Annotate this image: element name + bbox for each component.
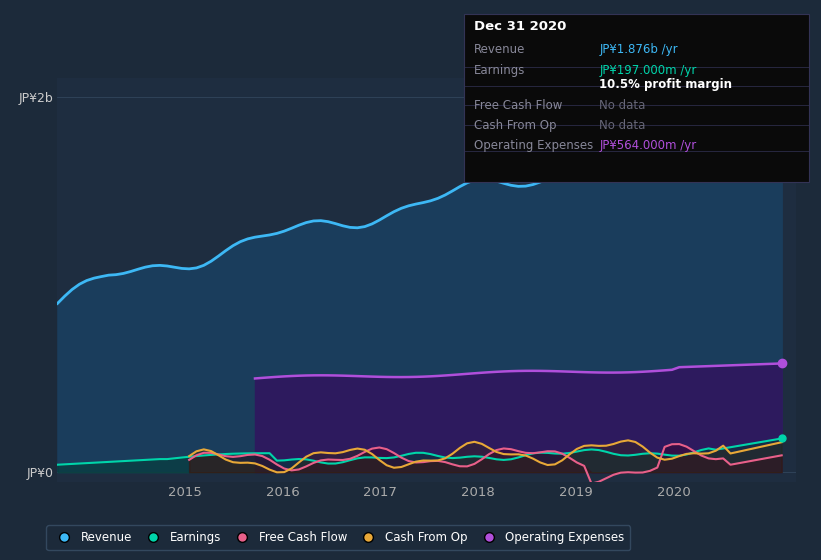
Text: Free Cash Flow: Free Cash Flow: [474, 99, 562, 112]
Text: Revenue: Revenue: [474, 43, 525, 56]
Text: JP¥1.876b /yr: JP¥1.876b /yr: [599, 43, 678, 56]
Text: Cash From Op: Cash From Op: [474, 119, 556, 132]
Text: 10.5% profit margin: 10.5% profit margin: [599, 78, 732, 91]
Text: Dec 31 2020: Dec 31 2020: [474, 20, 566, 32]
Text: No data: No data: [599, 119, 645, 132]
Text: Earnings: Earnings: [474, 64, 525, 77]
Text: JP¥564.000m /yr: JP¥564.000m /yr: [599, 139, 696, 152]
Text: JP¥197.000m /yr: JP¥197.000m /yr: [599, 64, 697, 77]
Text: Operating Expenses: Operating Expenses: [474, 139, 593, 152]
Text: No data: No data: [599, 99, 645, 112]
Legend: Revenue, Earnings, Free Cash Flow, Cash From Op, Operating Expenses: Revenue, Earnings, Free Cash Flow, Cash …: [46, 525, 631, 550]
